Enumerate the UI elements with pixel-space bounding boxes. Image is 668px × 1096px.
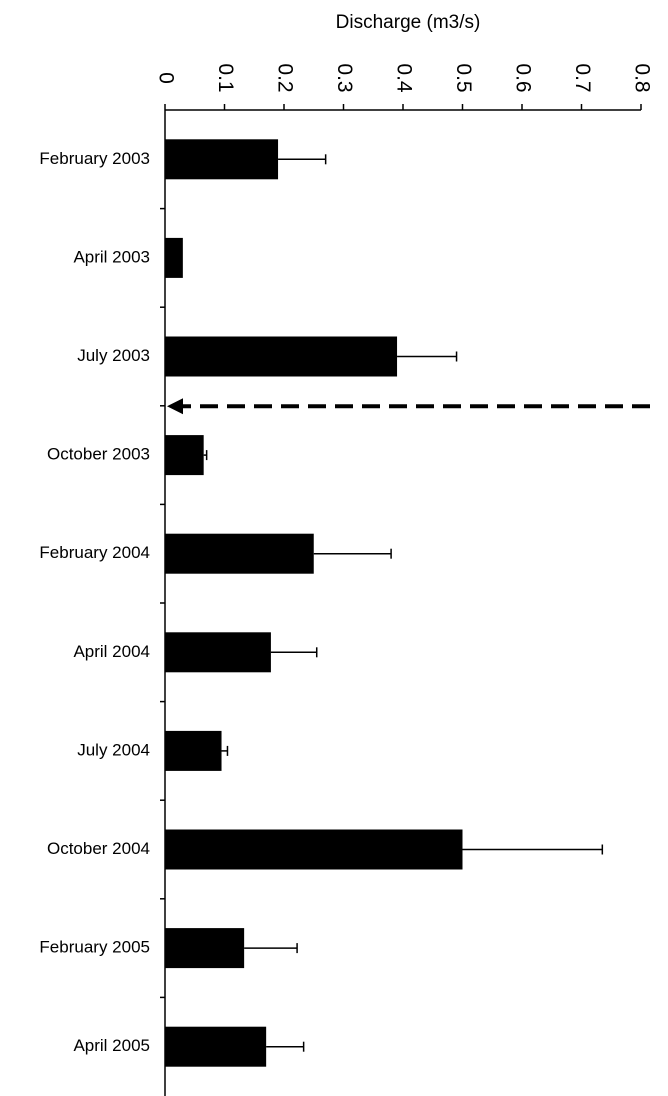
x-axis-title: Discharge (m3/s) (336, 12, 481, 33)
bars (165, 139, 604, 1067)
bar (165, 632, 271, 673)
x-tick-label: 0 (154, 72, 177, 84)
category-label: July 2003 (77, 346, 150, 365)
x-axis-ticks: 0 0.1 0.2 0.3 0.4 0.5 0.6 0.7 0.8 (154, 63, 653, 110)
bar (165, 829, 463, 870)
x-tick-label: 0.6 (511, 63, 534, 92)
bar (165, 139, 279, 180)
x-tick-label: 0.5 (452, 63, 475, 92)
category-labels: February 2003 April 2003 July 2003 October … (39, 149, 150, 1055)
category-label: February 2004 (39, 543, 150, 562)
category-label: April 2004 (73, 642, 150, 661)
x-tick-label: 0.7 (571, 63, 594, 92)
category-label: April 2003 (73, 247, 150, 266)
category-label: October 2004 (47, 839, 150, 858)
x-tick-label: 0.8 (630, 63, 653, 92)
bar (165, 533, 314, 574)
x-tick-label: 0.1 (214, 63, 237, 92)
bar (165, 336, 398, 377)
category-label: April 2005 (73, 1036, 150, 1055)
x-tick-label: 0.4 (392, 63, 415, 93)
x-tick-label: 0.2 (273, 63, 296, 92)
category-label: October 2003 (47, 445, 150, 464)
bar (165, 730, 222, 771)
axes (160, 109, 641, 1096)
x-tick-label: 0.3 (333, 63, 356, 92)
arrow-head (167, 398, 183, 415)
annotations (167, 398, 650, 415)
category-label: July 2004 (77, 740, 150, 759)
bar (165, 928, 245, 969)
bar (165, 1026, 267, 1067)
bar (165, 237, 183, 278)
category-label: February 2003 (39, 149, 150, 168)
category-label: February 2005 (39, 938, 150, 957)
bar (165, 435, 204, 476)
